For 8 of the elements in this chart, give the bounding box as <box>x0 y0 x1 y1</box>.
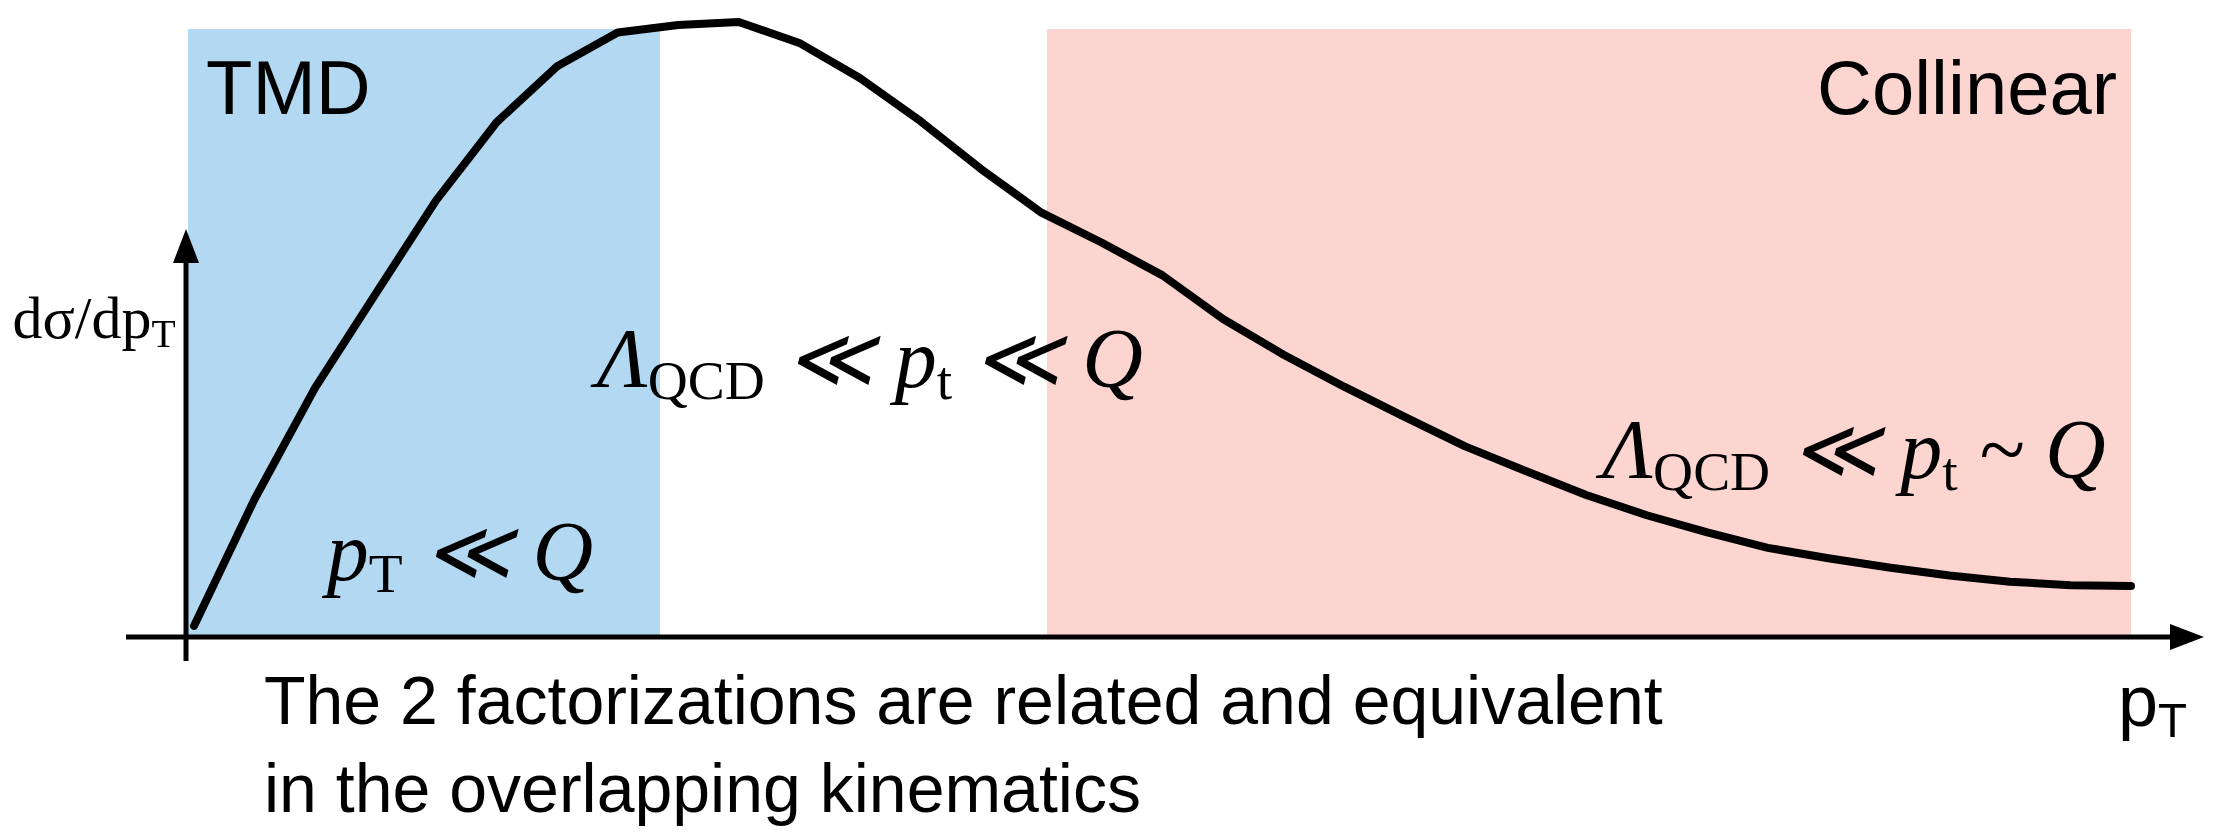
x-axis-title: p$_{T}$ <box>2118 661 2188 747</box>
annotation: Λ$_{QCD}$ ≪ p$_{t}$ ~ Q <box>1595 403 2106 503</box>
annotation: Collinear <box>1817 45 2117 130</box>
annotation: TMD <box>206 45 371 130</box>
y-axis-title: dσ/dp$_{T}$ <box>12 285 176 356</box>
text: The 2 factorizations are related and equivalent in the overlapping kinematics <box>264 662 1663 826</box>
annotation: Λ$_{QCD}$ ≪ p$_{t}$ ≪ Q <box>590 312 1143 412</box>
annotation: p$_{T}$ ≪ Q <box>321 505 594 605</box>
